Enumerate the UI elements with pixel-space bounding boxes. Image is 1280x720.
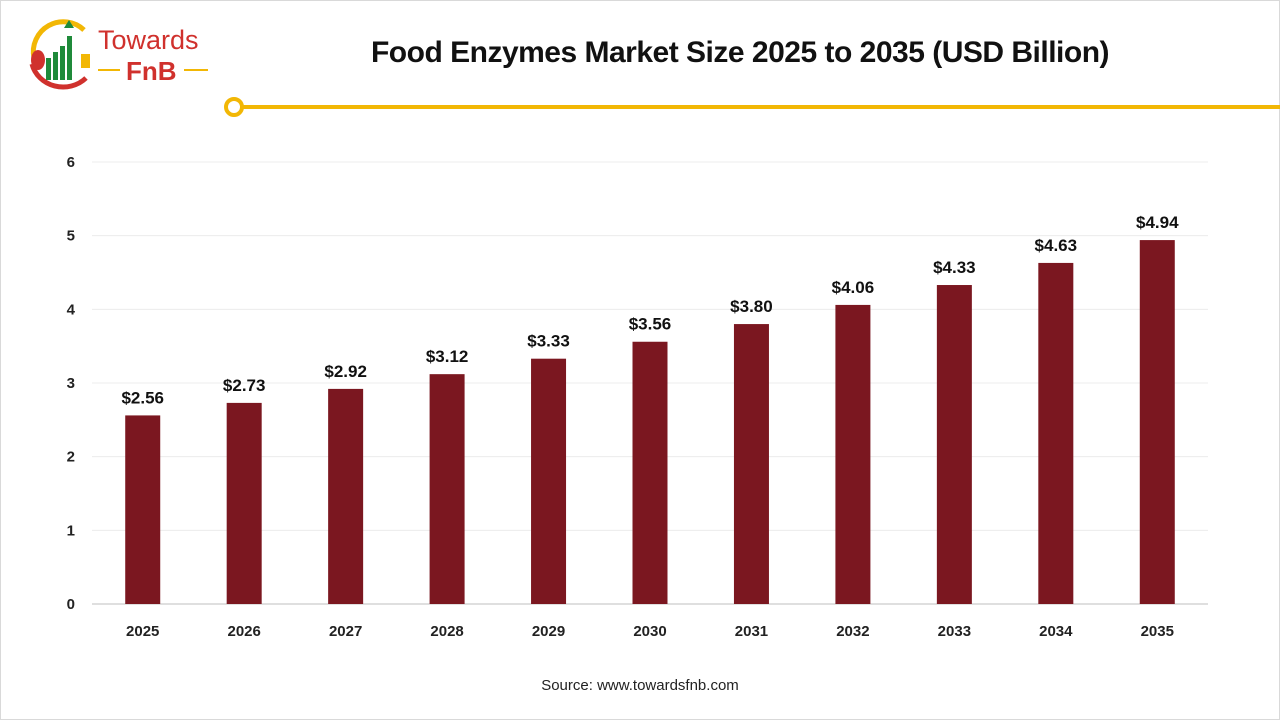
logo-text-fnb: FnB (126, 56, 177, 86)
y-tick-label: 6 (67, 154, 75, 171)
data-label: $4.33 (933, 258, 976, 277)
y-tick-label: 1 (67, 522, 75, 539)
bar (328, 388, 364, 604)
y-tick-label: 3 (67, 375, 75, 392)
data-label: $3.33 (527, 332, 570, 351)
bar (429, 374, 465, 604)
y-tick-label: 0 (67, 596, 75, 613)
x-tick-label: 2032 (836, 623, 869, 640)
bar (632, 341, 668, 604)
data-label: $2.56 (121, 388, 164, 407)
bar (531, 358, 567, 604)
x-tick-label: 2031 (735, 623, 768, 640)
data-label: $2.73 (223, 376, 266, 395)
x-tick-label: 2029 (532, 623, 565, 640)
data-label: $4.63 (1035, 236, 1078, 255)
x-tick-label: 2030 (633, 623, 666, 640)
data-label: $3.80 (730, 297, 773, 316)
x-tick-label: 2027 (329, 623, 362, 640)
x-tick-label: 2033 (938, 623, 971, 640)
bar (1038, 262, 1074, 604)
y-tick-label: 4 (67, 301, 76, 318)
bar (835, 304, 871, 604)
data-label: $2.92 (324, 362, 367, 381)
bar (733, 324, 769, 604)
data-label: $3.12 (426, 347, 469, 366)
towards-fnb-logo: Towards FnB (29, 19, 208, 90)
y-tick-label: 2 (67, 449, 75, 466)
bar (1139, 240, 1175, 604)
bar (936, 285, 972, 604)
y-tick-label: 5 (67, 228, 75, 245)
x-tick-label: 2025 (126, 623, 159, 640)
x-tick-label: 2026 (227, 623, 260, 640)
x-tick-label: 2034 (1039, 623, 1073, 640)
accent-dot (224, 97, 244, 117)
data-label: $4.06 (832, 278, 875, 297)
source-note: Source: www.towardsfnb.com (541, 677, 739, 694)
x-tick-label: 2028 (430, 623, 463, 640)
data-label: $4.94 (1136, 213, 1179, 232)
data-label: $3.56 (629, 315, 672, 334)
bar (226, 402, 262, 604)
bar (125, 415, 161, 604)
chart-title: Food Enzymes Market Size 2025 to 2035 (U… (370, 36, 1110, 69)
logo-text-towards: Towards (98, 25, 199, 55)
x-tick-label: 2035 (1141, 623, 1174, 640)
